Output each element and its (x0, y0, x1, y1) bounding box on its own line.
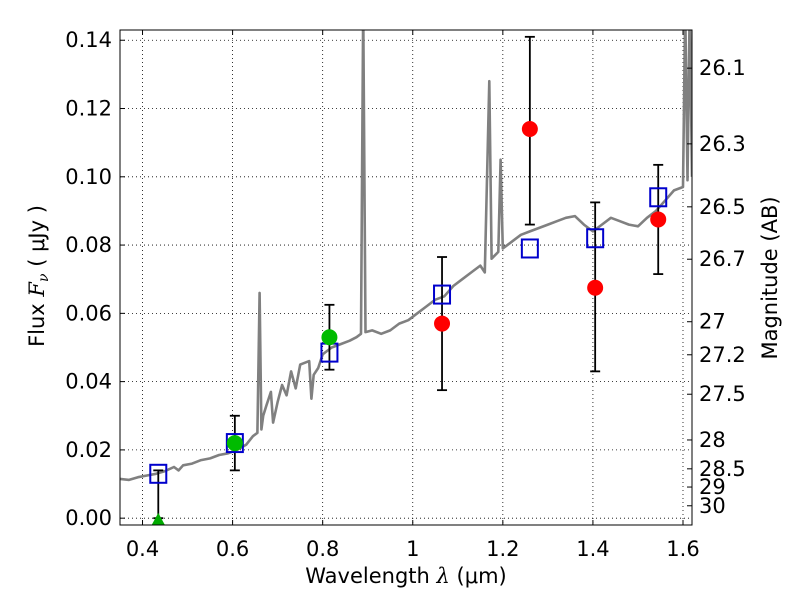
y2-axis-label: Magnitude (AB) (758, 196, 782, 359)
y2-tick-label: 26.7 (699, 247, 746, 271)
x-tick-label: 0.4 (126, 537, 159, 561)
model-photometry-marker (649, 187, 668, 208)
x-tick-label: 0.8 (306, 537, 339, 561)
axis-ticks: 0.4 0.6 0.8 1 1.2 1.4 1.6 0.00 0.02 0.04 0.06 0.08 0… (65, 28, 746, 561)
grid-lines (120, 30, 692, 525)
x-tick-label: 1.4 (576, 537, 609, 561)
observed-optical-marker (226, 435, 243, 452)
observed-detections-marker (587, 279, 604, 296)
y2-tick-label: 26.5 (699, 195, 746, 219)
y-tick-label: 0.04 (65, 370, 112, 394)
model-photometry-marker (149, 463, 168, 484)
model-photometry-marker (433, 284, 452, 305)
y2-tick-label: 29 (699, 475, 726, 499)
x-tick-label: 0.6 (216, 537, 249, 561)
y-tick-label: 0.00 (65, 506, 112, 530)
x-tick-label: 1.6 (666, 537, 699, 561)
plot-background (120, 30, 692, 525)
y-tick-label: 0.14 (65, 28, 112, 52)
y-tick-label: 0.12 (65, 97, 112, 121)
y-axis-label: Flux Fν ( μJy ) (25, 205, 52, 347)
plot-frame (119, 29, 693, 526)
x-tick-label: 1 (406, 537, 419, 561)
x-tick-label: 1.2 (486, 537, 519, 561)
y2-tick-label: 28.5 (699, 457, 746, 481)
y2-tick-label: 27 (699, 310, 726, 334)
y2-tick-label: 26.3 (699, 132, 746, 156)
y2-tick-label: 28 (699, 428, 726, 452)
y-tick-label: 0.10 (65, 165, 112, 189)
observed-optical-marker (321, 329, 338, 346)
y-tick-label: 0.08 (65, 233, 112, 257)
model-photometry-marker (520, 238, 539, 259)
x-axis-label: Wavelength λ (μm) (305, 564, 506, 588)
observed-detections-marker (434, 315, 451, 332)
observed-detections-marker (650, 211, 667, 228)
y-tick-label: 0.02 (65, 438, 112, 462)
observed-detections-marker (521, 121, 538, 137)
marker-layer (149, 121, 668, 526)
y2-tick-label: 30 (699, 494, 726, 518)
y2-tick-label: 27.5 (699, 382, 746, 406)
y-tick-label: 0.06 (65, 301, 112, 325)
y2-tick-label: 26.1 (699, 56, 746, 80)
model-photometry-marker (586, 228, 605, 249)
y2-tick-label: 27.2 (699, 343, 746, 367)
